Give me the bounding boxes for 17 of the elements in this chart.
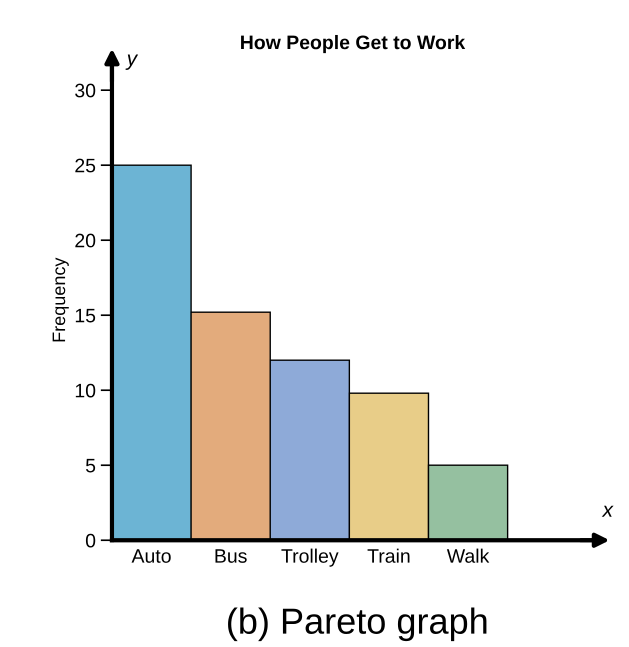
y-tick-label: 15 (76, 308, 96, 322)
y-tick-label: 20 (75, 234, 96, 248)
chart-title: How People Get to Work (241, 34, 466, 54)
x-tick-label: Train (368, 548, 410, 563)
x-tick-label: Bus (216, 549, 247, 563)
text: (b) Pareto graph (228, 607, 486, 642)
y-tick-label: 5 (86, 458, 96, 472)
y-tick-label: 30 (75, 84, 96, 98)
text: x (602, 506, 614, 517)
y-tick-label: 25 (75, 158, 96, 172)
y-axis-title: Frequency (52, 258, 69, 342)
y-tick-label: 10 (76, 384, 96, 398)
x-tick-label: Trolley (281, 548, 339, 567)
y-tick-label: 0 (86, 534, 96, 548)
x-tick-label: Auto (132, 549, 171, 563)
x-tick-label: Walk (446, 548, 490, 563)
annotation: y (126, 54, 138, 70)
